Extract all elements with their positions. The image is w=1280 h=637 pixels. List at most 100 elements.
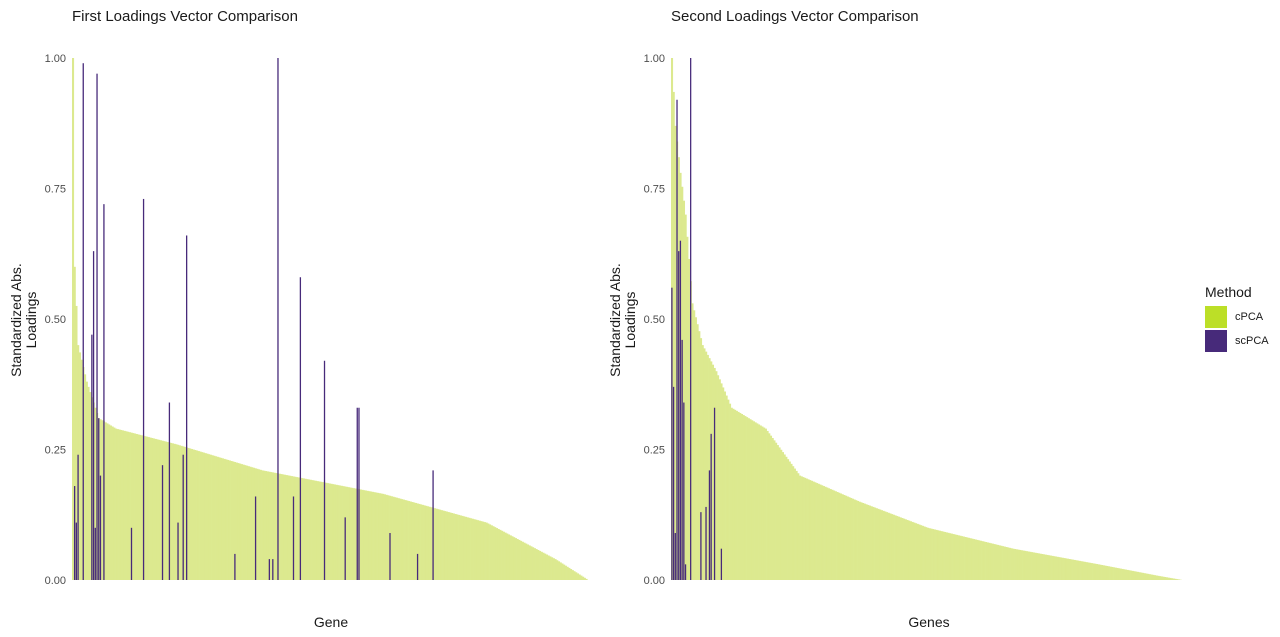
cpca-bar <box>268 471 271 580</box>
cpca-bar <box>283 474 287 580</box>
cpca-bar <box>244 465 247 580</box>
cpca-bar <box>886 512 889 580</box>
cpca-bar <box>945 532 948 580</box>
cpca-bar <box>526 544 530 580</box>
cpca-bar <box>956 534 959 580</box>
cpca-bar <box>833 490 836 580</box>
cpca-bar <box>880 510 883 580</box>
cpca-bar <box>1136 571 1139 580</box>
cpca-bar <box>539 550 542 580</box>
cpca-bar <box>715 371 718 580</box>
cpca-bar <box>824 486 827 580</box>
cpca-bar <box>521 541 524 580</box>
cpca-bar <box>545 554 548 580</box>
cpca-bar <box>961 536 964 580</box>
cpca-bar <box>447 512 450 580</box>
cpca-bar <box>282 474 285 580</box>
cpca-bar <box>778 447 781 580</box>
legend-item-cpca: cPCA <box>1205 305 1269 329</box>
cpca-bar <box>363 490 366 580</box>
scpca-bar <box>75 522 77 580</box>
cpca-bar <box>897 516 901 580</box>
cpca-bar <box>332 484 335 580</box>
cpca-bar <box>501 530 504 580</box>
cpca-bar <box>703 348 706 580</box>
cpca-bar <box>213 455 216 580</box>
cpca-bar <box>682 200 686 580</box>
cpca-bar <box>104 422 107 580</box>
cpca-bar <box>879 509 882 580</box>
cpca-bar <box>470 518 473 580</box>
scpca-bar <box>299 277 302 580</box>
cpca-bar <box>839 493 843 580</box>
cpca-bar <box>406 500 409 580</box>
cpca-bar <box>275 473 278 580</box>
cpca-bar <box>930 528 933 580</box>
cpca-bar <box>773 440 776 580</box>
cpca-bar <box>240 464 243 580</box>
cpca-bar <box>937 530 940 580</box>
cpca-bar <box>1019 549 1022 580</box>
cpca-bar <box>206 453 209 580</box>
cpca-bar <box>308 479 311 580</box>
cpca-bar <box>810 480 814 580</box>
scpca-bar <box>679 240 682 580</box>
cpca-bar <box>390 496 393 580</box>
cpca-bar <box>1130 570 1133 580</box>
cpca-bar <box>979 540 982 580</box>
cpca-bar <box>802 477 805 580</box>
cpca-bar <box>394 497 397 580</box>
scpca-bar <box>710 433 712 580</box>
cpca-bar <box>109 425 112 580</box>
cpca-bar <box>377 492 380 580</box>
cpca-bar <box>301 478 304 580</box>
cpca-bar <box>1128 570 1131 580</box>
cpca-bar <box>877 508 880 580</box>
scpca-bar <box>77 454 79 580</box>
cpca-bar <box>1160 576 1163 580</box>
cpca-bar <box>395 497 399 580</box>
cpca-bar <box>316 481 319 580</box>
cpca-bar <box>454 513 457 580</box>
cpca-bar <box>828 488 831 580</box>
scpca-series <box>671 58 723 580</box>
scpca-bar <box>96 73 98 580</box>
cpca-bar <box>568 567 571 580</box>
cpca-bar <box>297 477 300 580</box>
cpca-bar <box>173 443 176 580</box>
scpca-bar <box>671 287 673 580</box>
cpca-bar <box>411 502 414 580</box>
cpca-bar <box>280 474 283 580</box>
cpca-bar <box>428 506 431 580</box>
cpca-bar <box>137 434 140 580</box>
cpca-bar <box>408 501 411 580</box>
cpca-bar <box>302 478 305 580</box>
cpca-bar <box>575 572 578 580</box>
cpca-bar <box>221 458 225 580</box>
cpca-bar <box>985 541 988 580</box>
cpca-bar <box>442 510 445 580</box>
cpca-bar <box>461 515 464 580</box>
cpca-bar <box>1172 578 1175 580</box>
cpca-bar <box>1070 559 1073 580</box>
cpca-bar <box>1007 547 1010 580</box>
cpca-bar <box>278 473 281 580</box>
cpca-bar <box>747 418 750 580</box>
cpca-bar <box>874 507 877 580</box>
y-axis-label-line-1: Standardized Abs. <box>607 263 623 377</box>
cpca-bar <box>795 470 798 580</box>
cpca-bar <box>1065 558 1068 580</box>
cpca-bar <box>201 452 204 580</box>
scpca-bar <box>705 506 707 580</box>
cpca-bar <box>932 529 935 580</box>
cpca-bar <box>197 451 200 580</box>
cpca-bar <box>706 354 709 580</box>
cpca-bar <box>701 345 704 580</box>
cpca-bar <box>722 387 725 580</box>
cpca-bar <box>285 475 288 580</box>
scpca-bar <box>182 454 184 580</box>
cpca-bar <box>478 520 481 580</box>
y-axis-label-line-1: Standardized Abs. <box>8 263 24 377</box>
cpca-bar <box>135 433 138 580</box>
cpca-bar <box>1037 553 1040 580</box>
